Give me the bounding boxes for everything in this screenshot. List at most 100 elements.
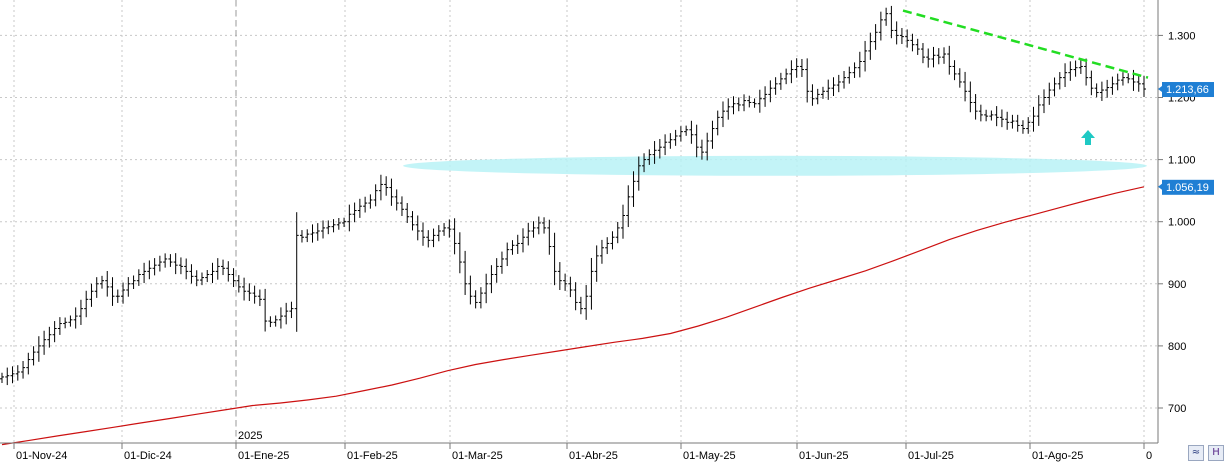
price-bar (210, 262, 215, 284)
price-bar (363, 196, 368, 213)
price-bar (978, 104, 983, 122)
price-bar (126, 277, 131, 297)
price-bar (720, 101, 725, 128)
trendline-path (902, 9, 1149, 79)
price-bar (289, 301, 294, 319)
price-bar (563, 273, 568, 291)
price-bar (810, 84, 815, 106)
price-bar (342, 217, 347, 227)
price-bar (431, 228, 436, 248)
price-bar (47, 326, 52, 348)
price-bar (1078, 60, 1083, 74)
price-bar (447, 219, 452, 238)
price-bar (84, 290, 89, 318)
price-bar (878, 11, 883, 41)
price-bar (331, 219, 336, 233)
price-bar (1005, 111, 1010, 130)
x-tick-label: 01-Mar-25 (452, 450, 503, 462)
price-bar (336, 218, 341, 230)
price-bar (378, 174, 383, 201)
price-bar (726, 98, 731, 120)
price-bar (657, 138, 662, 159)
price-bar (1105, 79, 1110, 98)
price-bar (678, 126, 683, 142)
price-bar (884, 7, 889, 26)
zoom-icon[interactable]: ≈ (1188, 445, 1204, 461)
price-bar (1042, 89, 1047, 114)
price-bar (399, 196, 404, 216)
price-bar (568, 276, 573, 298)
up-arrow-icon (1081, 130, 1095, 145)
price-bar (326, 220, 331, 235)
price-bar (531, 221, 536, 238)
price-bar (763, 86, 768, 107)
price-bar (226, 261, 231, 282)
price-bar (452, 218, 457, 255)
price-bar (310, 224, 315, 243)
price-bar (105, 271, 110, 297)
price-bar (157, 255, 162, 272)
price-bar (794, 58, 799, 78)
price-bar (26, 352, 31, 375)
price-bar (31, 346, 36, 366)
price-bar (842, 70, 847, 89)
price-bar (489, 265, 494, 294)
price-bar (242, 277, 247, 301)
price-bar (499, 251, 504, 274)
price-bar (442, 223, 447, 236)
price-bar (742, 94, 747, 112)
price-bar (405, 203, 410, 223)
price-bar (799, 58, 804, 78)
moving-average-line (1, 186, 1145, 446)
price-bar (15, 365, 20, 381)
price-bar (484, 273, 489, 304)
price-bar (284, 302, 289, 325)
price-bar (831, 77, 836, 97)
price-bar (984, 109, 989, 122)
price-bar (121, 282, 126, 304)
price-bar (873, 24, 878, 50)
price-bar (610, 231, 615, 250)
price-bar (589, 257, 594, 310)
price-bar (168, 254, 173, 267)
price-bar (142, 262, 147, 284)
price-bar (1063, 63, 1068, 88)
price-bar (1142, 75, 1146, 97)
price-bar (615, 221, 620, 244)
price-bar (1094, 83, 1099, 98)
price-bar (631, 171, 636, 207)
price-bar (352, 202, 357, 223)
last-price-label: 1.213,66 (1166, 84, 1209, 96)
price-bar (1099, 81, 1104, 101)
price-bar (205, 270, 210, 283)
x-tick-label: 0 (1146, 450, 1152, 462)
price-bar (957, 68, 962, 88)
price-bar (468, 275, 473, 305)
x-tick-label: 01-Ago-25 (1032, 450, 1083, 462)
y-tick-label: 1.000 (1168, 217, 1196, 229)
price-bar (68, 315, 73, 327)
price-bar (905, 29, 910, 48)
price-bar (194, 270, 199, 287)
price-bar (131, 275, 136, 290)
price-bar (42, 330, 47, 355)
price-bar (478, 287, 483, 309)
price-bar (473, 290, 478, 309)
price-bar (584, 285, 589, 320)
price-bar (315, 223, 320, 241)
y-tick-label: 1.100 (1168, 155, 1196, 167)
save-icon[interactable]: H (1208, 445, 1224, 461)
price-bar (178, 257, 183, 275)
price-bar (689, 120, 694, 144)
price-bar (599, 239, 604, 264)
resistance-trendline (902, 9, 1149, 79)
price-bar (778, 72, 783, 90)
price-bar (347, 204, 352, 232)
price-bar (426, 230, 431, 248)
price-bar (899, 28, 904, 45)
price-bar (1015, 114, 1020, 132)
price-bar (305, 229, 310, 243)
price-bar (926, 48, 931, 68)
price-bar (836, 74, 841, 93)
